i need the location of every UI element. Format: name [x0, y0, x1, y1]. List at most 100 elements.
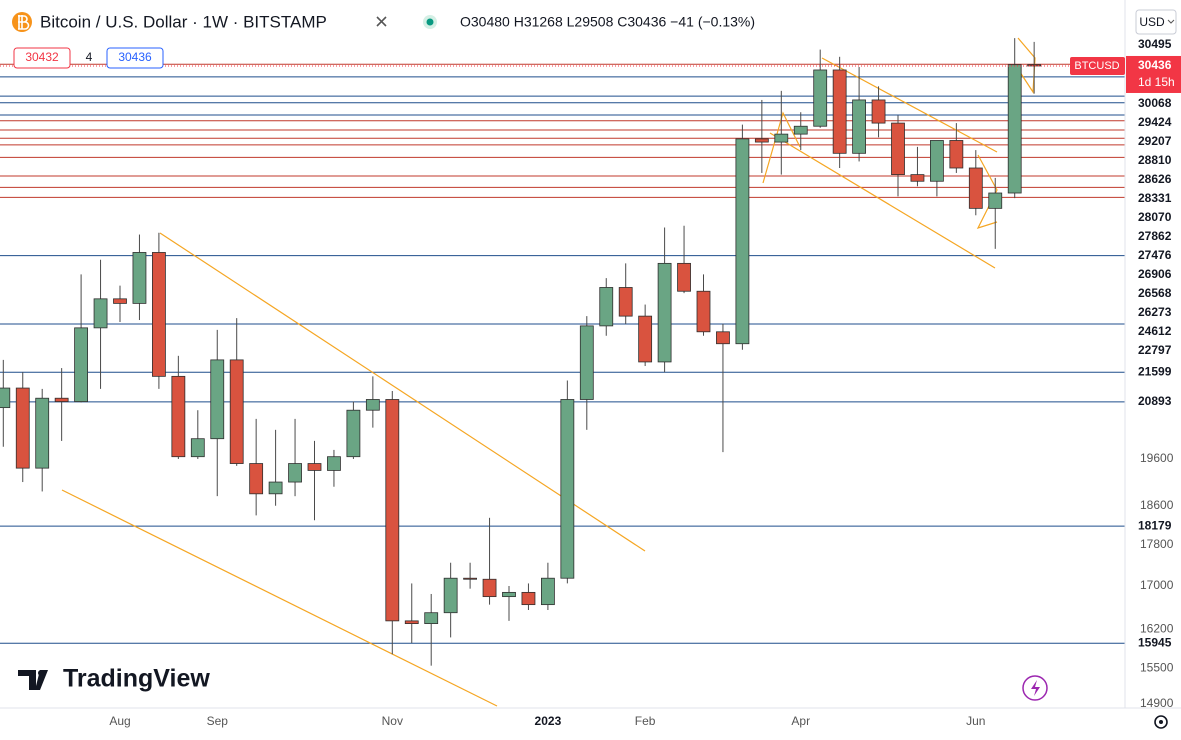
- y-tick-label: 17800: [1140, 537, 1174, 551]
- level-label-box: [1127, 265, 1179, 284]
- candle-body: [210, 359, 225, 440]
- candle-body: [346, 409, 361, 458]
- y-tick-label: 18600: [1140, 498, 1174, 512]
- candle-body: [735, 138, 750, 345]
- candle-body: [35, 397, 50, 469]
- level-label-box: [1127, 227, 1179, 246]
- level-label: 26906: [1138, 267, 1172, 281]
- x-tick-label: Feb: [635, 714, 656, 728]
- settings-icon-center: [1159, 720, 1163, 724]
- candle-body: [910, 174, 925, 182]
- candle-body: [190, 438, 205, 458]
- symbol-label: BTCUSD: [1074, 60, 1119, 72]
- candle-body: [0, 387, 11, 409]
- last-price-label: 30436: [1138, 58, 1172, 72]
- x-tick-label: Sep: [207, 714, 229, 728]
- candle-body: [832, 69, 847, 154]
- level-label: 18179: [1138, 518, 1172, 532]
- candle-body: [891, 122, 905, 176]
- bid-box[interactable]: [13, 47, 71, 69]
- alert-icon-bolt: [1031, 680, 1040, 696]
- ohlc-values: O30480 H31268 L29508 C30436 −41 (−0.13%): [460, 14, 755, 30]
- symbol-title: Bitcoin / U.S. Dollar · 1W · BITSTAMP: [40, 12, 327, 31]
- candle-body: [74, 327, 88, 403]
- candle-body: [618, 287, 633, 317]
- candle-body: [463, 577, 478, 580]
- candle-body: [171, 375, 186, 458]
- logo-icon-dot: [38, 670, 44, 676]
- level-label: 27476: [1138, 248, 1172, 262]
- y-tick-label: 17000: [1140, 578, 1174, 592]
- candle-body: [151, 252, 166, 377]
- x-tick-label: Aug: [109, 714, 130, 728]
- close-icon[interactable]: [376, 16, 387, 27]
- settings-icon[interactable]: [1154, 715, 1168, 729]
- level-label-box: [1127, 303, 1179, 322]
- last-price-box: [1126, 55, 1181, 93]
- currency-caret: [1167, 19, 1175, 24]
- level-label: 28331: [1138, 191, 1172, 205]
- y-tick-label: 19600: [1140, 451, 1174, 465]
- level-label-box: [1127, 634, 1179, 653]
- candle-body: [385, 399, 400, 622]
- x-tick-label: Apr: [791, 714, 810, 728]
- level-label-box: [1127, 341, 1179, 360]
- candle-body: [443, 577, 458, 614]
- candle-body: [229, 359, 244, 464]
- candle-body: [249, 463, 264, 495]
- level-label-box: [1127, 151, 1179, 170]
- level-label-box: [1127, 392, 1179, 411]
- ask-box[interactable]: [106, 47, 164, 69]
- candle-body: [288, 463, 302, 483]
- candle-body: [638, 315, 653, 363]
- y-tick-label: 15500: [1140, 661, 1174, 675]
- candle-body: [365, 399, 380, 411]
- level-label: 24612: [1138, 324, 1172, 338]
- candle-group: [0, 38, 1125, 666]
- candle-body: [541, 577, 555, 606]
- candle-body: [1007, 64, 1022, 194]
- btc-icon-glyph: [18, 15, 30, 30]
- level-label-box: [1127, 517, 1179, 536]
- candle-body: [716, 331, 730, 345]
- candle-body: [113, 298, 127, 304]
- trend-line: [821, 57, 998, 153]
- candle-body: [968, 167, 983, 209]
- candle-body: [521, 591, 536, 606]
- level-label-box: [1127, 363, 1179, 382]
- level-label-box: [1127, 284, 1179, 303]
- y-tick-label: 14900: [1140, 696, 1174, 710]
- candle-body: [424, 612, 439, 625]
- level-label-box: [1127, 170, 1179, 189]
- candle-body: [930, 140, 944, 182]
- currency-box[interactable]: [1135, 9, 1177, 35]
- level-label: 28810: [1138, 153, 1172, 167]
- trend-line: [976, 154, 998, 229]
- candle-body: [599, 287, 614, 327]
- logo-text: TradingView: [63, 665, 210, 693]
- candle-body: [268, 481, 283, 495]
- candle-body: [132, 252, 147, 304]
- level-label: 20893: [1138, 394, 1172, 408]
- candle-body: [579, 325, 594, 400]
- candle-body: [502, 591, 516, 598]
- candle-body: [852, 99, 866, 154]
- y-tick-label: 16200: [1140, 621, 1174, 635]
- bid-price: 30432: [25, 50, 59, 64]
- candle-body: [657, 262, 672, 363]
- candle-body: [307, 463, 322, 471]
- level-label: 29424: [1138, 115, 1172, 129]
- trend-line: [769, 132, 996, 269]
- level-label: 26273: [1138, 305, 1172, 319]
- symbol-label-box: [1070, 56, 1125, 75]
- candle-body: [754, 138, 769, 143]
- x-tick-label: 2023: [535, 714, 562, 728]
- level-label: 28070: [1138, 210, 1172, 224]
- candle-body: [54, 397, 69, 403]
- candle-body: [327, 456, 341, 471]
- level-label: 21599: [1138, 364, 1172, 378]
- candle-body: [813, 69, 828, 127]
- level-label: 29207: [1138, 134, 1172, 148]
- candle-body: [560, 399, 575, 579]
- level-label: 30068: [1138, 96, 1172, 110]
